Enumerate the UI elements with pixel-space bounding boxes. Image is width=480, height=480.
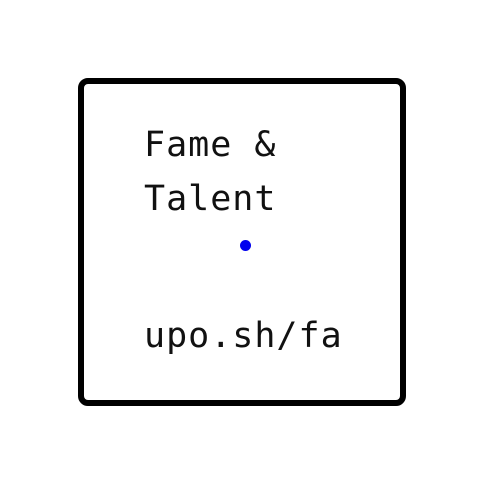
short-url-text: upo.sh/fa xyxy=(144,314,343,358)
logo-card: Fame & Talent upo.sh/fa xyxy=(78,78,406,406)
card-title: Fame & Talent xyxy=(144,118,276,226)
title-line-1: Fame & xyxy=(144,118,276,172)
blue-dot-icon xyxy=(240,240,251,251)
title-line-2: Talent xyxy=(144,172,276,226)
